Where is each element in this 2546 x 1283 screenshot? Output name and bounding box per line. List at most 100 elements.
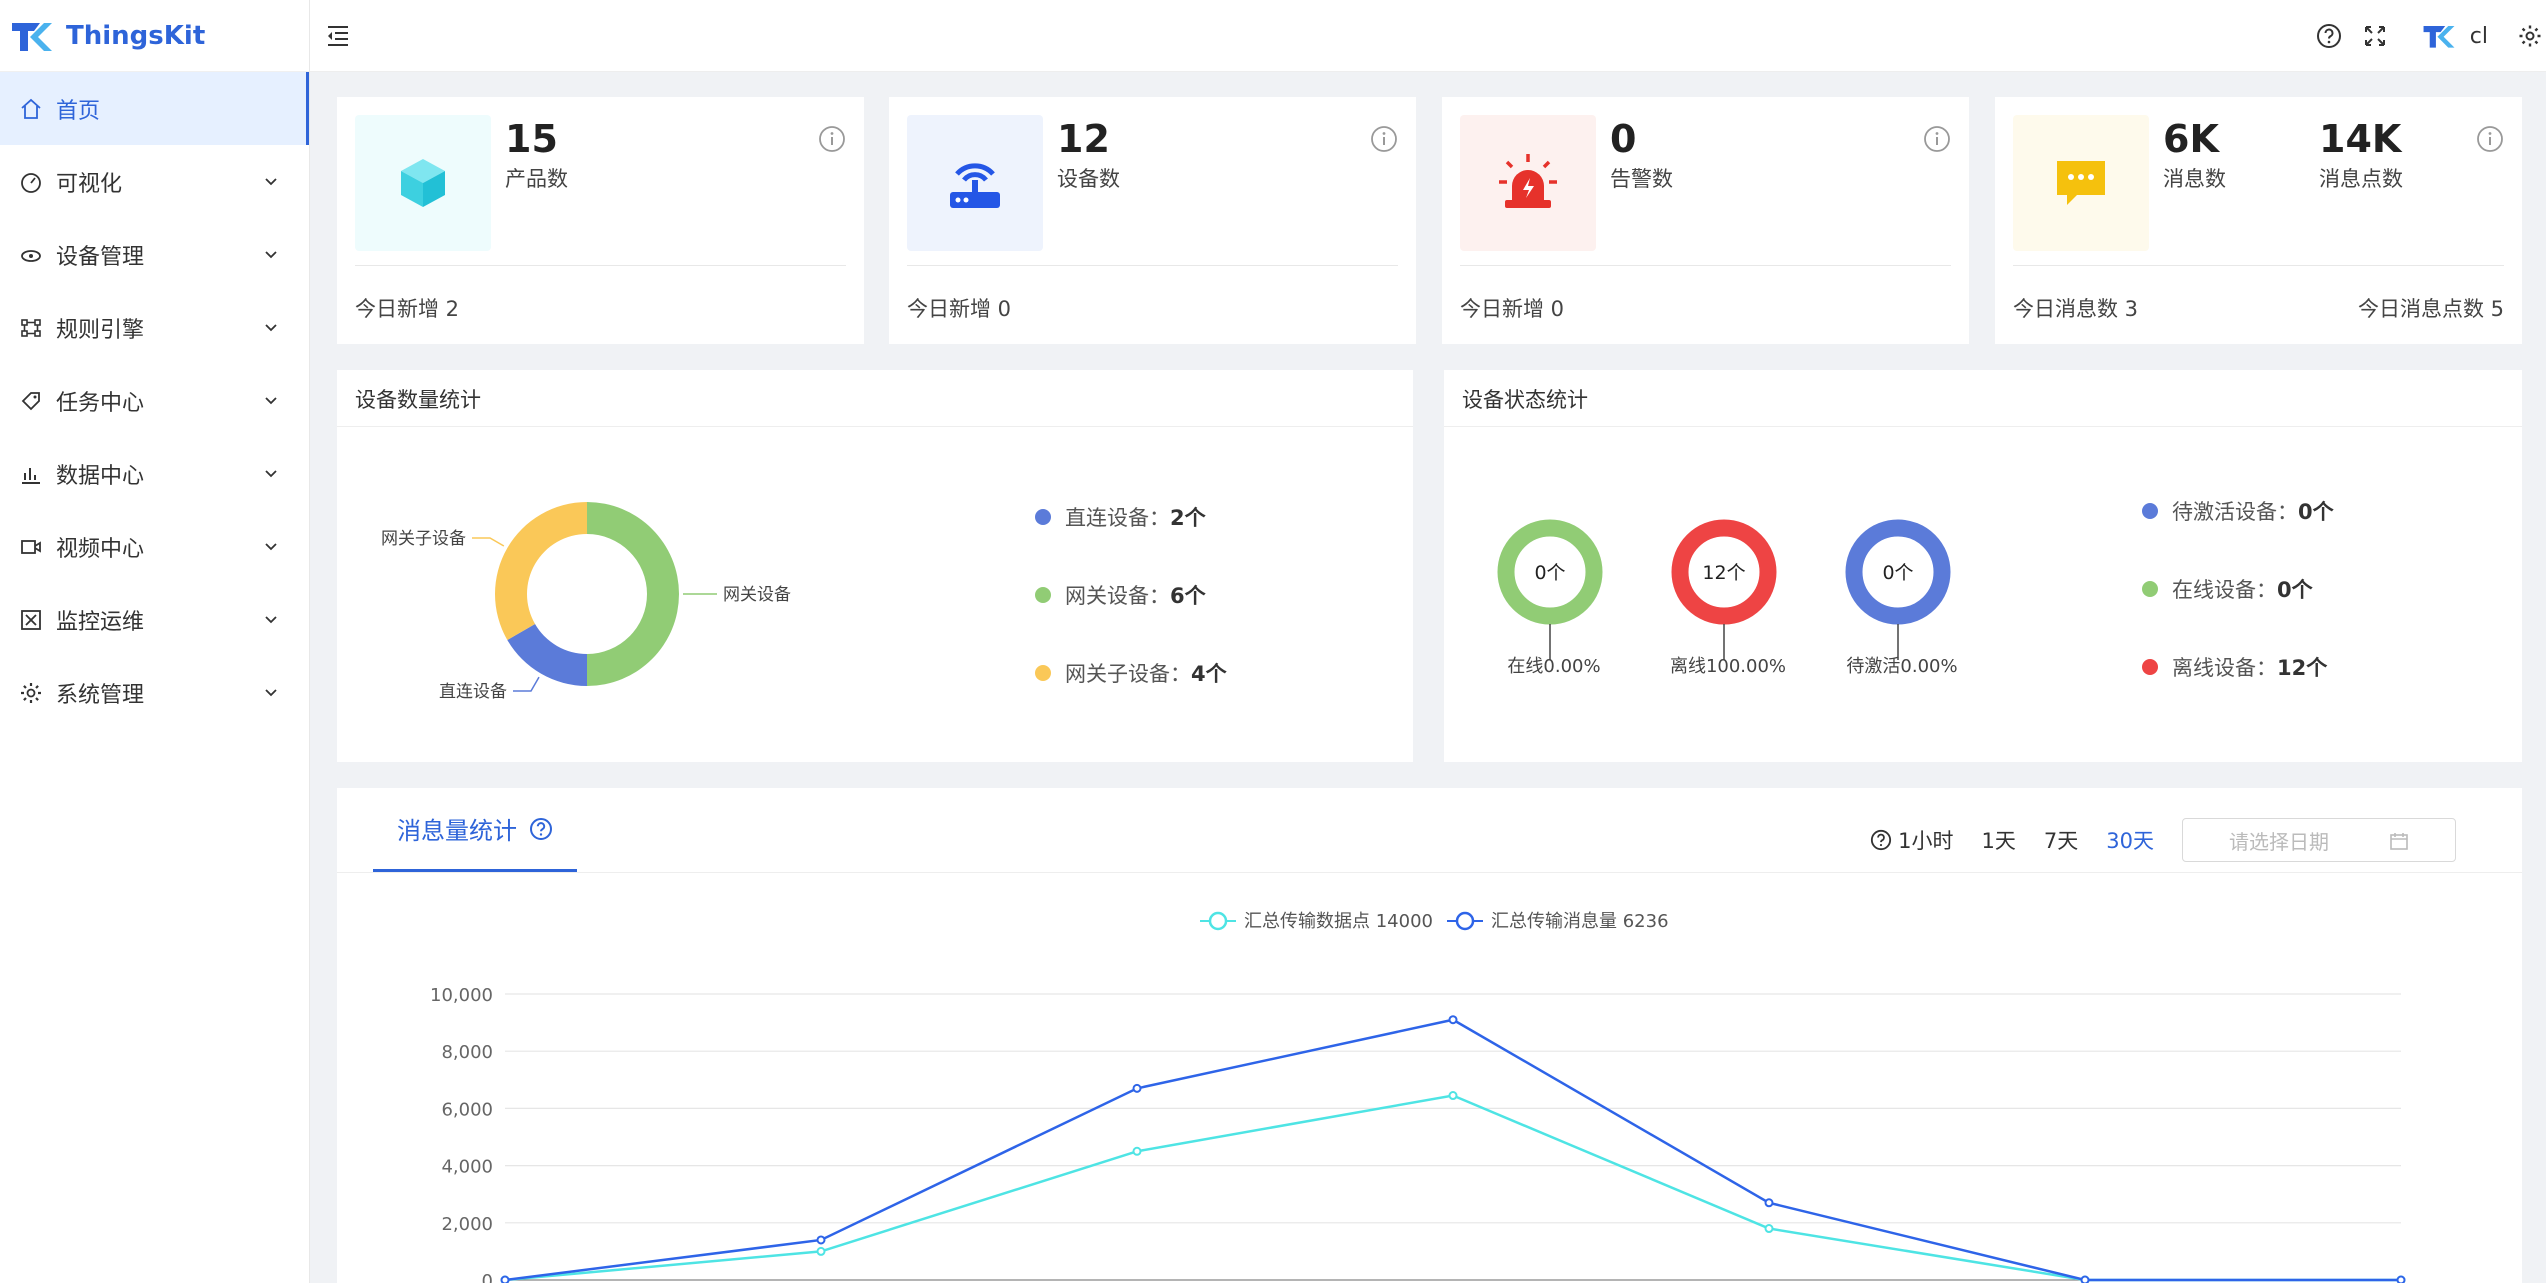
sidebar-item-0[interactable]: 首页: [0, 72, 309, 145]
legend-value: 0个: [2277, 578, 2313, 602]
app-name: ThingsKit: [66, 20, 206, 51]
tab-message-stats[interactable]: 消息量统计: [373, 788, 577, 872]
legend-dot: [1035, 665, 1051, 681]
message-stats-panel: 消息量统计 1小时 1天 7天 30天 请选择日期 10,000 8,000 6,000 4…: [337, 788, 2522, 1283]
sidebar-item-3[interactable]: 规则引擎: [0, 291, 309, 364]
range-option-1[interactable]: 1天: [1981, 829, 2016, 853]
stat-card: 12 设备数 今日新增 0: [889, 97, 1416, 344]
legend-item: 在线设备： 0个: [2142, 574, 2313, 604]
help-icon[interactable]: [2316, 23, 2342, 49]
legend-value: 4个: [1191, 662, 1227, 686]
legend-label: 汇总传输消息量 6236: [1491, 911, 1669, 932]
date-picker-input[interactable]: 请选择日期: [2182, 818, 2456, 862]
legend-dot: [1035, 509, 1051, 525]
status-ring: [1845, 519, 1951, 625]
pie-slice-网关设备: [587, 502, 679, 686]
legend-value: 0个: [2298, 500, 2334, 524]
status-ring-label: 待激活0.00%: [1846, 656, 1957, 677]
legend-name: 在线设备：: [2172, 578, 2277, 602]
tag-icon: [21, 391, 40, 410]
legend-item: 离线设备： 12个: [2142, 652, 2327, 682]
sidebar-item-8[interactable]: 系统管理: [0, 656, 309, 729]
y-tick-label: 4,000: [441, 1157, 493, 1178]
stat-footer-secondary: 今日消息点数 5: [2357, 297, 2504, 321]
data-point: [1132, 1083, 1142, 1093]
stat-label-secondary: 消息点数: [2319, 167, 2403, 191]
legend-marker: [1208, 911, 1228, 931]
logo[interactable]: ThingsKit: [0, 0, 309, 72]
settings-icon[interactable]: [2518, 24, 2542, 48]
help-icon[interactable]: [1870, 829, 1892, 851]
menu-fold-icon[interactable]: [326, 24, 350, 48]
sidebar-item-label: 任务中心: [56, 390, 145, 416]
sidebar-item-6[interactable]: 视频中心: [0, 510, 309, 583]
sidebar-item-label: 规则引擎: [56, 317, 145, 343]
stat-footer: 今日消息数 3: [2013, 297, 2139, 321]
legend-name: 待激活设备：: [2172, 500, 2298, 524]
chevron-down-icon: [265, 178, 277, 186]
legend-dot: [2142, 659, 2158, 675]
rule-icon: [21, 318, 41, 337]
sidebar-item-1[interactable]: 可视化: [0, 145, 309, 218]
status-ring: [1671, 519, 1777, 625]
status-ring-inner: [1515, 537, 1585, 607]
legend-dot: [2142, 581, 2158, 597]
dashboard-icon: [21, 172, 41, 193]
sidebar-item-4[interactable]: 任务中心: [0, 364, 309, 437]
data-point: [1132, 1146, 1142, 1156]
legend-name: 离线设备：: [2172, 656, 2277, 680]
pie-label-line: [472, 537, 505, 547]
chevron-down-icon: [265, 543, 277, 551]
range-option-3[interactable]: 30天: [2106, 829, 2154, 853]
sidebar-item-label: 数据中心: [56, 463, 145, 489]
sidebar-item-5[interactable]: 数据中心: [0, 437, 309, 510]
legend-name: 网关设备：: [1065, 584, 1170, 608]
divider: [355, 265, 846, 266]
status-ring-value: 12个: [1702, 562, 1745, 584]
legend-marker: [1455, 911, 1475, 931]
legend-item: 待激活设备： 0个: [2142, 496, 2334, 526]
legend-item: 网关子设备： 4个: [1035, 658, 1227, 688]
stat-footer: 今日新增 2: [355, 297, 460, 321]
range-option-2[interactable]: 7天: [2043, 829, 2079, 853]
help-icon[interactable]: [529, 817, 553, 841]
stat-footer: 今日新增 0: [1460, 297, 1565, 321]
info-icon[interactable]: [2476, 125, 2504, 153]
info-icon[interactable]: [1923, 125, 1951, 153]
cube-icon: [401, 159, 445, 207]
router-icon: [950, 163, 1000, 208]
device-count-panel: 设备数量统计 网关设备 直连设备 网关子设备 直连设备： 2个 网关设备： 6个 网关子设备…: [337, 370, 1413, 762]
device-icon: [21, 249, 41, 262]
y-tick-label: 2,000: [441, 1214, 493, 1235]
stat-label: 告警数: [1610, 167, 1673, 191]
data-point: [816, 1235, 826, 1245]
info-icon[interactable]: [818, 125, 846, 153]
username[interactable]: cl: [2469, 23, 2488, 49]
user-avatar[interactable]: [2422, 22, 2456, 50]
sidebar-item-7[interactable]: 监控运维: [0, 583, 309, 656]
bar-chart-icon: [22, 467, 40, 484]
stat-value-secondary: 14K: [2319, 117, 2402, 161]
sidebar-item-2[interactable]: 设备管理: [0, 218, 309, 291]
legend-value: 12个: [2277, 656, 2328, 680]
stat-label: 消息数: [2163, 167, 2226, 191]
info-icon[interactable]: [1370, 125, 1398, 153]
stat-value: 15: [505, 117, 558, 161]
stat-card: 0 告警数 今日新增 0: [1442, 97, 1969, 344]
range-option-0[interactable]: 1小时: [1898, 829, 1954, 853]
divider: [337, 872, 2522, 873]
sidebar-item-label: 设备管理: [56, 244, 145, 270]
y-tick-label: 8,000: [441, 1042, 493, 1063]
series-line-1: [504, 1018, 2401, 1282]
data-point: [1764, 1224, 1774, 1234]
sidebar-item-label: 监控运维: [56, 609, 145, 635]
pie-slice-直连设备: [507, 624, 587, 686]
stat-label: 设备数: [1057, 167, 1120, 191]
y-tick-label: 10,000: [430, 985, 493, 1006]
data-point: [1448, 1015, 1458, 1025]
status-ring-value: 0个: [1534, 562, 1565, 584]
fullscreen-icon[interactable]: [2364, 25, 2386, 47]
data-point: [500, 1275, 510, 1283]
stat-footer: 今日新增 0: [907, 297, 1012, 321]
divider: [907, 265, 1398, 266]
